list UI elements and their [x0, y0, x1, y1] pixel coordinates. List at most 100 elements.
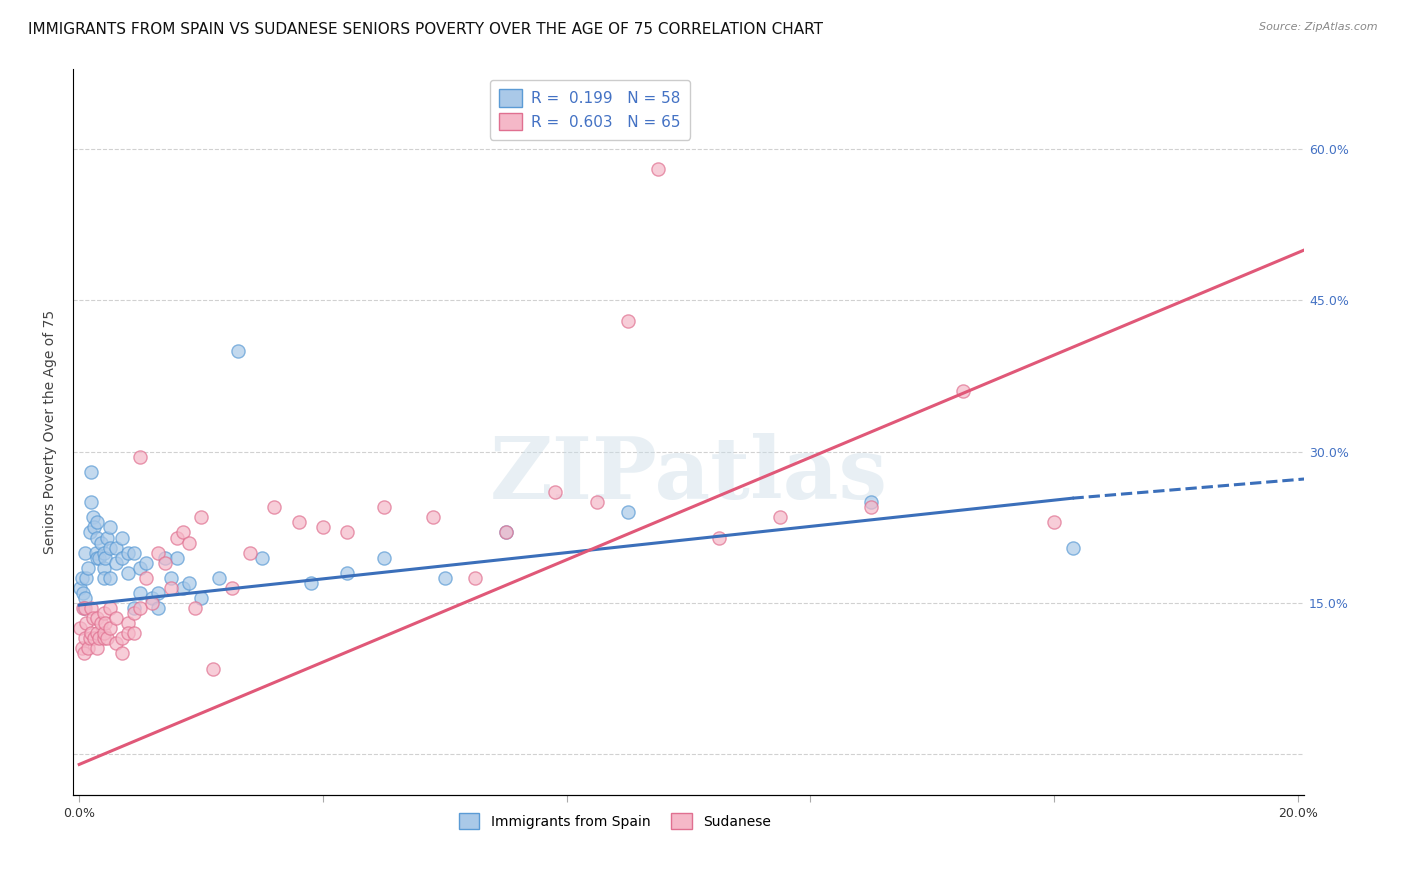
Point: [122, 626, 145, 640]
Point: [117, 626, 139, 640]
Point: [70, 571, 93, 585]
Point: [263, 500, 285, 515]
Point: [122, 606, 145, 620]
Point: [129, 450, 152, 464]
Point: [122, 601, 145, 615]
Point: [221, 581, 243, 595]
Point: [122, 546, 145, 560]
Point: [86, 611, 108, 625]
Point: [129, 601, 152, 615]
Point: [69, 581, 91, 595]
Point: [75, 591, 97, 605]
Point: [89, 616, 111, 631]
Point: [98, 601, 121, 615]
Point: [79, 632, 101, 646]
Point: [647, 162, 669, 177]
Point: [135, 571, 157, 585]
Point: [80, 626, 103, 640]
Point: [86, 531, 108, 545]
Point: [373, 550, 395, 565]
Point: [86, 550, 108, 565]
Text: ZIPatlas: ZIPatlas: [489, 434, 887, 517]
Point: [177, 535, 200, 549]
Point: [98, 571, 121, 585]
Point: [172, 525, 194, 540]
Point: [86, 516, 108, 530]
Point: [117, 616, 139, 631]
Point: [87, 632, 110, 646]
Point: [117, 566, 139, 580]
Point: [769, 510, 792, 524]
Point: [312, 520, 335, 534]
Point: [76, 571, 98, 585]
Point: [93, 632, 115, 646]
Point: [336, 566, 359, 580]
Point: [616, 505, 638, 519]
Point: [73, 647, 96, 661]
Point: [80, 465, 103, 479]
Point: [96, 632, 118, 646]
Point: [82, 510, 104, 524]
Point: [148, 546, 170, 560]
Point: [148, 586, 170, 600]
Text: Source: ZipAtlas.com: Source: ZipAtlas.com: [1260, 22, 1378, 32]
Point: [72, 601, 94, 615]
Point: [83, 520, 105, 534]
Point: [433, 571, 456, 585]
Point: [952, 384, 974, 399]
Point: [79, 525, 101, 540]
Point: [1043, 516, 1066, 530]
Point: [75, 546, 97, 560]
Point: [104, 556, 127, 570]
Point: [104, 636, 127, 650]
Point: [93, 561, 115, 575]
Point: [87, 550, 110, 565]
Point: [543, 485, 565, 500]
Point: [239, 546, 262, 560]
Point: [1062, 541, 1084, 555]
Point: [172, 581, 194, 595]
Point: [93, 606, 115, 620]
Legend: Immigrants from Spain, Sudanese: Immigrants from Spain, Sudanese: [453, 808, 776, 835]
Point: [84, 546, 107, 560]
Point: [94, 550, 117, 565]
Point: [82, 611, 104, 625]
Point: [111, 531, 134, 545]
Point: [135, 556, 157, 570]
Point: [586, 495, 609, 509]
Point: [495, 525, 517, 540]
Point: [73, 601, 96, 615]
Point: [104, 611, 127, 625]
Point: [495, 525, 517, 540]
Point: [117, 546, 139, 560]
Point: [77, 641, 100, 656]
Point: [190, 591, 212, 605]
Point: [80, 601, 103, 615]
Point: [83, 632, 105, 646]
Point: [76, 616, 98, 631]
Point: [287, 516, 309, 530]
Point: [166, 531, 188, 545]
Point: [464, 571, 486, 585]
Point: [72, 586, 94, 600]
Point: [166, 550, 188, 565]
Point: [141, 596, 163, 610]
Point: [226, 343, 249, 358]
Point: [89, 535, 111, 549]
Point: [111, 632, 134, 646]
Text: IMMIGRANTS FROM SPAIN VS SUDANESE SENIORS POVERTY OVER THE AGE OF 75 CORRELATION: IMMIGRANTS FROM SPAIN VS SUDANESE SENIOR…: [28, 22, 823, 37]
Point: [93, 626, 115, 640]
Point: [70, 641, 93, 656]
Point: [93, 571, 115, 585]
Y-axis label: Seniors Poverty Over the Age of 75: Seniors Poverty Over the Age of 75: [44, 310, 58, 554]
Point: [86, 641, 108, 656]
Point: [129, 586, 152, 600]
Point: [98, 541, 121, 555]
Point: [860, 495, 883, 509]
Point: [129, 561, 152, 575]
Point: [98, 520, 121, 534]
Point: [96, 531, 118, 545]
Point: [250, 550, 273, 565]
Point: [75, 632, 97, 646]
Point: [184, 601, 207, 615]
